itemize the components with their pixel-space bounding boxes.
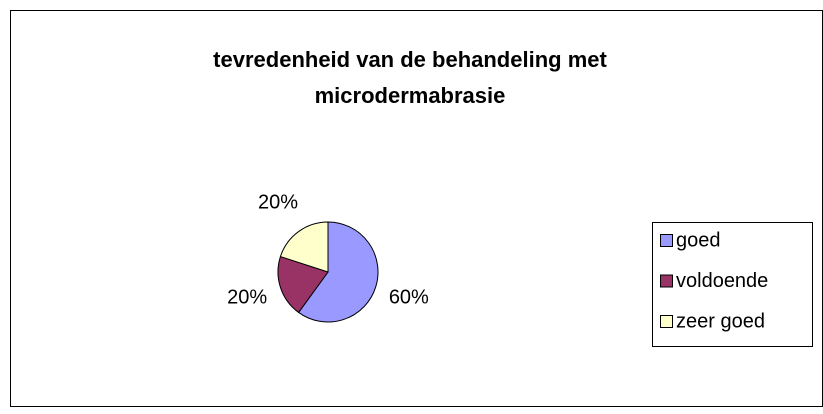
legend-label: zeer goed (676, 310, 765, 332)
legend-swatch (660, 234, 673, 247)
pie-slice (277, 255, 329, 314)
pie-slice (297, 221, 379, 323)
chart-title: tevredenheid van de behandeling met micr… (213, 47, 607, 108)
data-label: 20% (227, 287, 267, 309)
pie-slice (279, 221, 329, 273)
legend-label: goed (676, 229, 721, 251)
legend-label: voldoende (676, 270, 768, 292)
legend-swatch (660, 274, 673, 288)
legend-swatch (660, 315, 673, 328)
data-label: 20% (258, 192, 298, 214)
data-label: 60% (389, 287, 429, 309)
legend-box (652, 222, 813, 347)
